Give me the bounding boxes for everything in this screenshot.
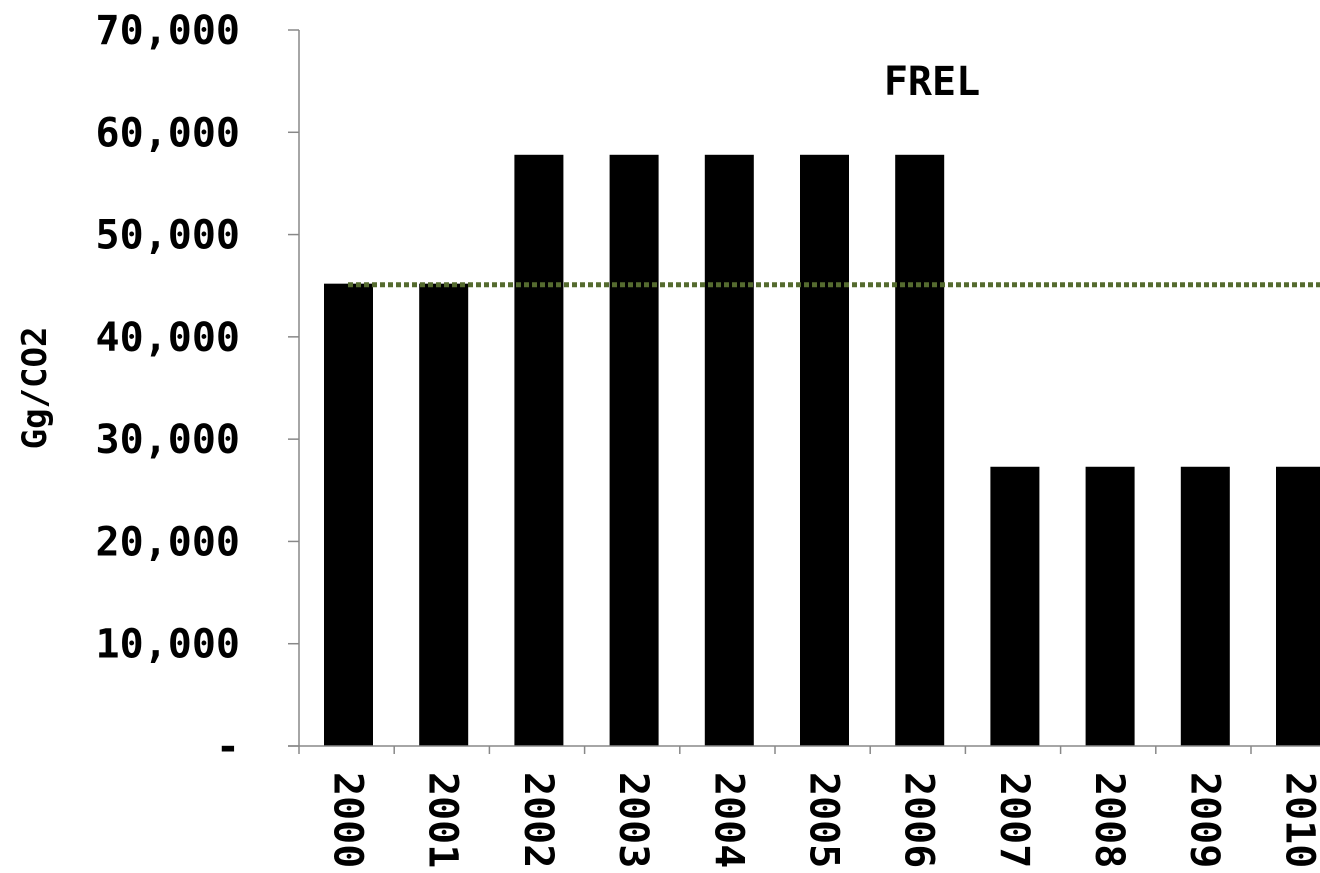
y-tick-label: 60,000	[96, 110, 241, 156]
bar-2003	[609, 154, 659, 746]
y-tick-label: 40,000	[96, 315, 241, 361]
bar-2002	[514, 154, 564, 746]
x-ticks-group: 2000 2001 2002 2003 2004 2005 2006 2007 2008 2009…	[298, 746, 1320, 868]
x-tick-label: 2007	[991, 772, 1037, 868]
bar-2006	[895, 154, 945, 746]
bar-2008	[1085, 466, 1135, 746]
frel-label: FREL	[884, 59, 980, 105]
y-tick-label: 20,000	[96, 519, 241, 565]
bar-2001	[419, 283, 469, 746]
bar-2009	[1180, 466, 1230, 746]
x-tick-label: 2000	[325, 772, 371, 868]
bar-2004	[704, 154, 754, 746]
y-tick-label: 10,000	[96, 622, 241, 668]
bar-2000	[324, 283, 373, 746]
x-tick-label: 2002	[515, 772, 561, 868]
x-tick-label: 2006	[896, 772, 942, 868]
x-tick-label: 2004	[705, 772, 751, 868]
x-tick-label: 2008	[1086, 772, 1132, 868]
x-tick-label: 2009	[1181, 772, 1227, 868]
y-tick-label: 30,000	[96, 417, 241, 463]
x-tick-label: 2003	[610, 772, 656, 868]
y-tick-label: 70,000	[96, 8, 241, 54]
y-axis-title: Gg/CO2	[15, 327, 55, 450]
y-tick-label: -	[216, 724, 240, 770]
bar-2005	[800, 154, 849, 746]
bar-2010	[1276, 466, 1320, 746]
bars-group	[324, 154, 1320, 746]
y-tick-label: 50,000	[96, 213, 241, 259]
bar-2007	[990, 466, 1040, 746]
y-ticks-group: - 10,000 20,000 30,000 40,000 50,000 60,000 70,…	[96, 8, 299, 770]
x-tick-label: 2005	[801, 772, 847, 868]
x-tick-label: 2001	[420, 772, 466, 868]
x-tick-label: 2010	[1277, 772, 1320, 868]
